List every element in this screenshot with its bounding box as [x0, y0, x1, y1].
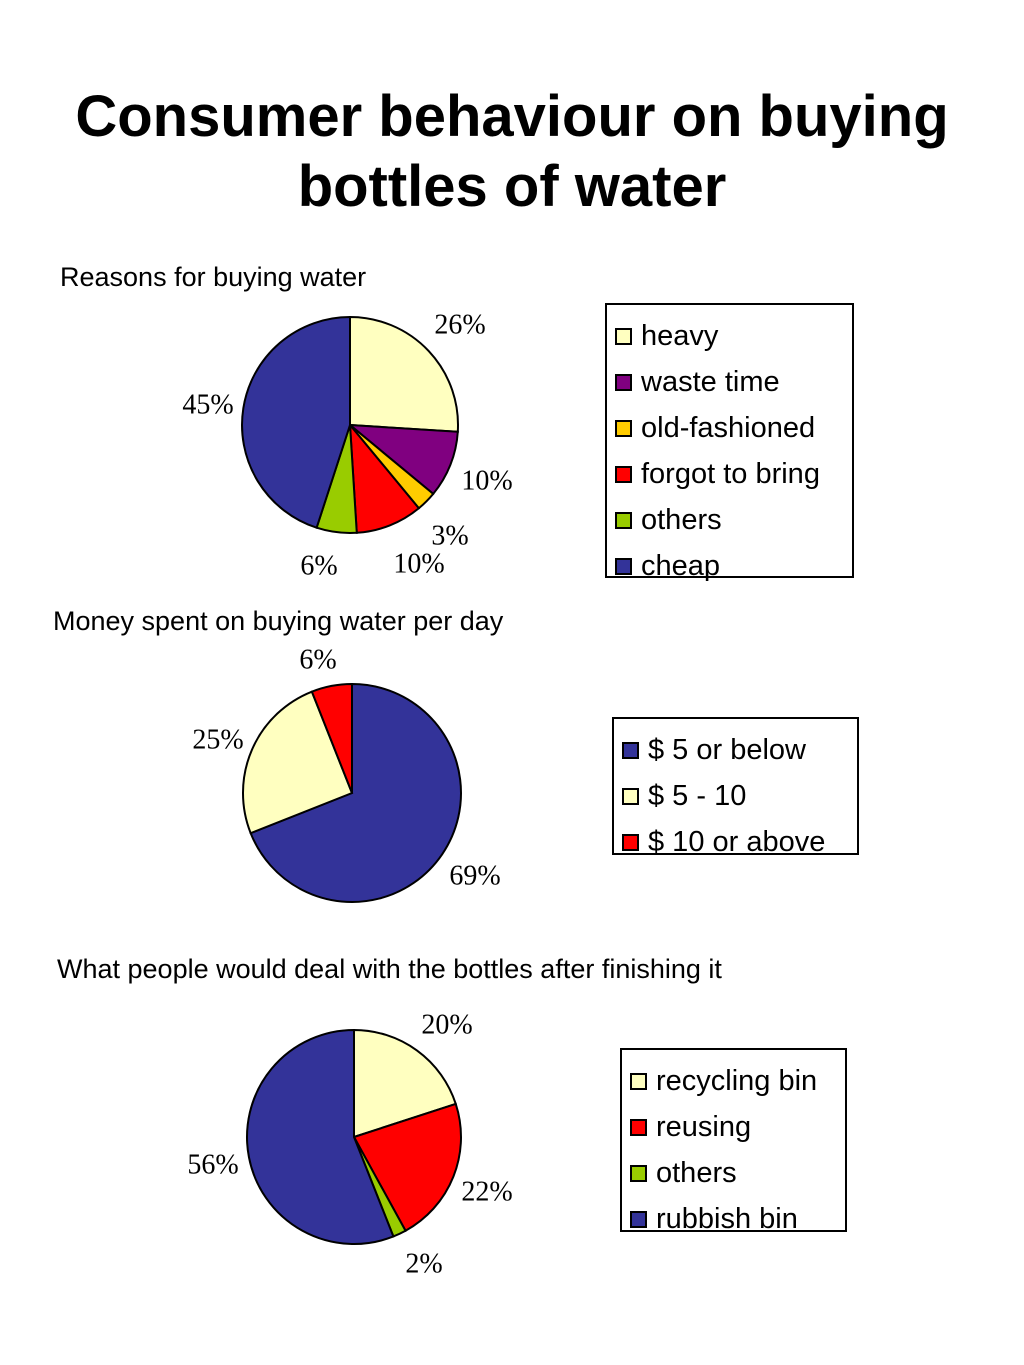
legend-item-others: others: [615, 497, 844, 543]
legend-money: $ 5 or below $ 5 - 10 $ 10 or above: [612, 717, 859, 858]
legend-label: waste time: [641, 365, 780, 398]
legend-swatch: [630, 1210, 647, 1228]
legend-swatch: [615, 465, 632, 483]
legend-label: heavy: [641, 319, 719, 352]
pie-slice-reusing: [352, 1102, 462, 1233]
chart-title-reasons: Reasons for buying water: [60, 262, 367, 292]
legend-swatch: [615, 511, 632, 529]
data-label-10-or-above: 6%: [299, 644, 336, 675]
legend-swatch: [615, 327, 632, 345]
data-label-others: 2%: [405, 1248, 442, 1279]
data-label-5-or-below: 69%: [449, 860, 500, 891]
legend-swatch: [615, 557, 632, 575]
legend-item-forgot-to-bring: forgot to bring: [615, 451, 844, 497]
legend-swatch: [622, 741, 639, 759]
chart-title-disposal: What people would deal with the bottles …: [57, 954, 722, 984]
data-label-cheap: 45%: [182, 389, 233, 420]
legend-item-others: others: [630, 1150, 837, 1196]
legend-label: old-fashioned: [641, 411, 816, 444]
legend-swatch: [615, 373, 632, 391]
legend-item-10-or-above: $ 10 or above: [622, 819, 849, 865]
pie-slice-heavy: [349, 315, 459, 433]
data-label-forgot-to-bring: 10%: [393, 548, 444, 579]
data-label-heavy: 26%: [434, 309, 485, 340]
legend-label: recycling bin: [656, 1064, 818, 1097]
legend-label: others: [656, 1156, 737, 1189]
legend-item-5-or-below: $ 5 or below: [622, 727, 849, 773]
legend-label: reusing: [656, 1110, 752, 1143]
legend-swatch: [615, 419, 632, 437]
data-label-waste-time: 10%: [461, 465, 512, 496]
data-label-rubbish-bin: 56%: [187, 1149, 238, 1180]
legend-item-old-fashioned: old-fashioned: [615, 405, 844, 451]
pie-slice-10-or-above: [310, 682, 353, 794]
legend-item-waste-time: waste time: [615, 359, 844, 405]
legend-label: others: [641, 503, 722, 536]
legend-item-cheap: cheap: [615, 543, 844, 589]
pie-slice-5-10: [242, 690, 354, 835]
legend-disposal: recycling bin reusing others rubbish bin: [620, 1048, 847, 1235]
legend-label: cheap: [641, 549, 721, 582]
legend-item-heavy: heavy: [615, 313, 844, 359]
legend-label: rubbish bin: [656, 1202, 798, 1235]
data-label-others: 6%: [300, 550, 337, 581]
data-label-recycling-bin: 20%: [421, 1009, 472, 1040]
legend-swatch: [630, 1118, 647, 1136]
data-label-old-fashioned: 3%: [431, 520, 468, 551]
data-label-reusing: 22%: [461, 1176, 512, 1207]
legend-item-recycling-bin: recycling bin: [630, 1058, 837, 1104]
legend-item-rubbish-bin: rubbish bin: [630, 1196, 837, 1242]
pie-slice-5-or-below: [249, 682, 462, 903]
page-title: Consumer behaviour on buying bottles of …: [75, 84, 949, 219]
legend-swatch: [622, 787, 639, 805]
legend-label: $ 10 or above: [648, 825, 826, 858]
chart-title-money: Money spent on buying water per day: [53, 606, 504, 636]
legend-item-reusing: reusing: [630, 1104, 837, 1150]
legend-reasons: heavy waste time old-fashioned forgot to br…: [605, 303, 854, 582]
legend-item-5-10: $ 5 - 10: [622, 773, 849, 819]
legend-label: $ 5 or below: [648, 733, 806, 766]
pie-slice-rubbish-bin: [246, 1028, 395, 1245]
data-label-5-10: 25%: [192, 724, 243, 755]
pie-slice-cheap: [241, 315, 351, 529]
legend-swatch: [630, 1072, 647, 1090]
legend-swatch: [630, 1164, 647, 1182]
legend-label: forgot to bring: [641, 457, 820, 490]
legend-swatch: [622, 833, 639, 851]
legend-label: $ 5 - 10: [648, 779, 747, 812]
pie-slice-recycling-bin: [353, 1028, 458, 1139]
